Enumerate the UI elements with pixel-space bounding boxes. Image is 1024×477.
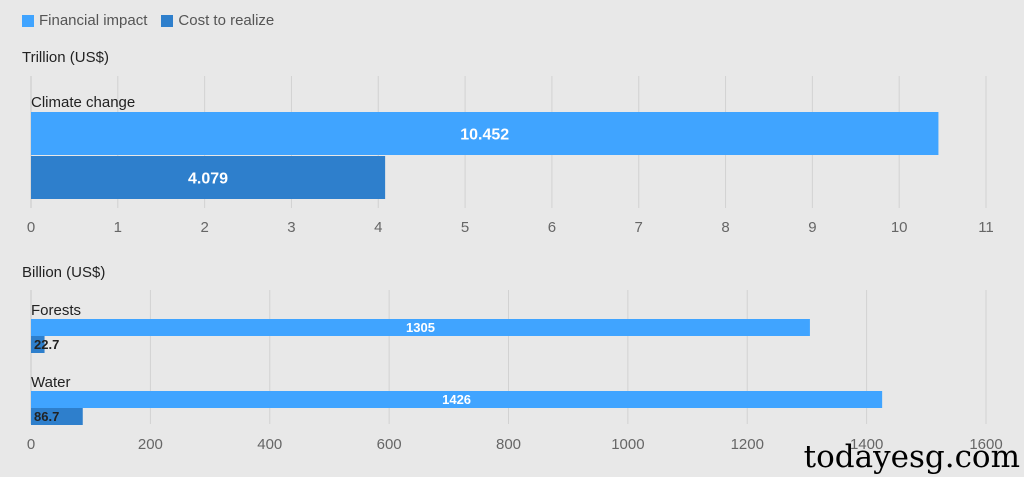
data-label-financial-impact-climate-change: 10.452 [460,126,509,143]
x-tick-label-2: 2 [200,219,208,236]
bar-cost-to-realize-forests[interactable] [31,336,45,353]
bar-cost-to-realize-climate-change[interactable] [31,156,386,199]
bar-financial-impact-climate-change[interactable] [31,112,939,155]
x-tick-label-3: 3 [287,219,295,236]
data-label-cost-to-realize-climate-change: 4.079 [188,170,228,187]
category-label-climate-change: Climate change [31,94,135,111]
legend-item-cost-to-realize[interactable]: Cost to realize [161,12,274,29]
data-label-financial-impact-forests: 1305 [406,320,435,335]
legend-swatch-cost-to-realize [161,14,174,27]
x-tick-label-200: 200 [138,436,163,453]
legend-swatch-financial-impact [22,14,34,27]
x-tick-label-0: 0 [27,436,35,453]
billion-bar-chart: 0 200 400 600 800 1000 1200 1400 1600 Forests 1305… [27,290,1003,453]
bar-cost-to-realize-water[interactable] [31,408,83,425]
trillion-bar-chart: 0 1 2 3 4 5 6 7 8 9 10 11 Climate change 10.452 4.079 [27,76,994,236]
x-tick-label-1000: 1000 [611,436,644,453]
x-tick-label-4: 4 [374,219,382,236]
x-tick-label-400: 400 [257,436,282,453]
x-tick-label-1: 1 [114,219,122,236]
x-tick-label-7: 7 [635,219,643,236]
x-tick-label-9: 9 [808,219,816,236]
x-tick-label-8: 8 [721,219,729,236]
category-label-forests: Forests [31,302,81,319]
chart-legend: Financial impact Cost to realize [22,12,274,29]
data-label-cost-to-realize-forests: 22.7 [34,337,59,352]
data-label-financial-impact-water: 1426 [442,392,471,407]
x-tick-label-1200: 1200 [731,436,764,453]
x-tick-label-800: 800 [496,436,521,453]
panel-2-title: Billion (US$) [22,264,106,281]
x-tick-label-600: 600 [377,436,402,453]
legend-label-financial-impact: Financial impact [39,12,148,29]
x-tick-label-5: 5 [461,219,469,236]
legend-label-cost-to-realize: Cost to realize [178,12,275,29]
x-tick-label-10: 10 [891,219,908,236]
watermark: todayesg.com [803,439,1020,475]
x-tick-label-1400: 1400 [850,436,883,453]
x-tick-label-1600: 1600 [969,436,1002,453]
legend-item-financial-impact[interactable]: Financial impact [22,12,147,29]
bar-financial-impact-forests[interactable] [31,319,810,336]
bar-financial-impact-water[interactable] [31,391,883,408]
data-label-cost-to-realize-water: 86.7 [34,409,59,424]
x-tick-label-11: 11 [978,219,994,236]
category-label-water: Water [31,374,70,391]
x-tick-label-6: 6 [548,219,556,236]
panel-1-title: Trillion (US$) [22,49,109,66]
x-tick-label-0: 0 [27,219,35,236]
